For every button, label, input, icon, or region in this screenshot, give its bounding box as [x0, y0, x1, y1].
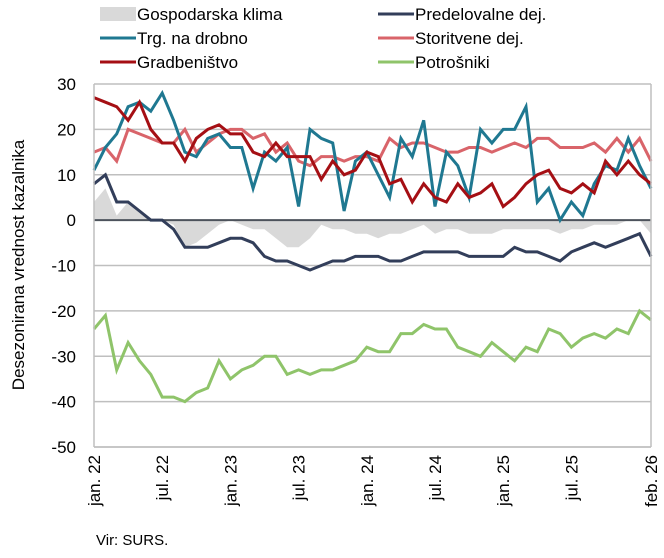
y-tick-label: 20: [57, 120, 76, 139]
legend-item: Predelovalne dej.: [378, 5, 546, 24]
x-tick-label: jul. 25: [562, 455, 581, 501]
legend-label: Gradbeništvo: [137, 53, 238, 72]
x-axis-ticks: jan. 22 jul. 22 jan. 23 jul. 23 jan. 24 jul. …: [85, 455, 661, 507]
series-area-gospodarska-klima: [94, 188, 651, 248]
y-tick-label: 30: [57, 75, 76, 94]
legend-item: Potrošniki: [378, 53, 490, 72]
y-tick-label: 10: [57, 166, 76, 185]
x-tick-label: jan. 25: [494, 455, 513, 507]
source-note: Vir: SURS.: [96, 532, 169, 549]
y-tick-label: -30: [51, 347, 76, 366]
legend: Gospodarska klima Trg. na drobno Gradbeniš…: [100, 5, 546, 72]
x-tick-label: jul. 22: [153, 455, 172, 501]
y-tick-label: -50: [51, 438, 76, 457]
y-axis-label: Desezonirana vrednost kazalnika: [9, 139, 28, 390]
legend-item: Gradbeništvo: [100, 53, 238, 72]
x-tick-label: feb. 26: [642, 455, 661, 507]
x-tick-label: jan. 23: [221, 455, 240, 507]
legend-item: Storitvene dej.: [378, 29, 524, 48]
series-line-potro-niki: [92, 308, 652, 404]
legend-label: Gospodarska klima: [137, 5, 283, 24]
series-line-gradbeni-tvo: [93, 96, 652, 209]
legend-item: Trg. na drobno: [100, 29, 248, 48]
y-tick-label: 0: [67, 211, 76, 230]
series-line-storitvene-dej: [93, 126, 653, 168]
x-tick-label: jul. 23: [290, 455, 309, 501]
area-layer: [94, 188, 651, 248]
series-layer: [92, 89, 653, 404]
legend-label: Trg. na drobno: [137, 29, 248, 48]
y-tick-label: -20: [51, 302, 76, 321]
y-axis-ticks: 30 20 10 0 -10 -20 -30 -40 -50: [51, 75, 76, 457]
series-line-predelovalne-dej: [93, 172, 653, 272]
legend-label: Potrošniki: [415, 53, 490, 72]
legend-item: Gospodarska klima: [100, 5, 283, 24]
x-tick-label: jul. 24: [426, 455, 445, 501]
y-tick-label: -40: [51, 393, 76, 412]
x-tick-label: jan. 24: [358, 455, 377, 507]
legend-label: Predelovalne dej.: [415, 5, 546, 24]
plot-frame: [93, 84, 652, 448]
legend-label: Storitvene dej.: [415, 29, 524, 48]
y-tick-label: -10: [51, 257, 76, 276]
legend-swatch: [100, 7, 136, 21]
plot-area: [92, 83, 653, 448]
x-tick-label: jan. 22: [85, 455, 104, 507]
series-line-trg-na-drobno: [92, 89, 653, 224]
